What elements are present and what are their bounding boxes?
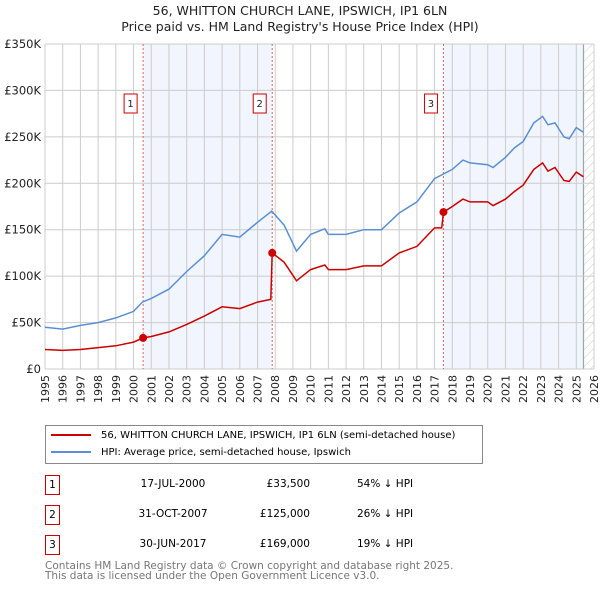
property-price-line <box>44 161 584 352</box>
y-tick-label: £350K <box>4 37 41 51</box>
ownership-shading <box>143 44 273 369</box>
y-tick-label: £50K <box>12 316 42 330</box>
x-tick-label: 2019 <box>464 375 477 403</box>
x-tick-label: 2010 <box>305 375 318 403</box>
y-tick-label: £150K <box>4 223 41 237</box>
transaction-date: 30-JUN-2017 <box>139 538 207 550</box>
x-tick-label: 2013 <box>358 375 371 403</box>
legend-property-line <box>51 434 91 436</box>
x-tick-label: 2004 <box>198 375 211 403</box>
x-tick-label: 2014 <box>375 375 388 403</box>
transaction-price: £169,000 <box>259 538 310 550</box>
sale-label: 2 <box>257 99 263 110</box>
sale-label-box <box>423 93 438 114</box>
transaction-price: £125,000 <box>259 508 310 520</box>
x-tick-label: 2016 <box>411 375 424 403</box>
footer: Contains HM Land Registry data © Crown c… <box>45 560 454 582</box>
y-tick-label: £200K <box>4 176 41 190</box>
x-tick-label: 2017 <box>429 375 442 403</box>
x-tick-label: 2008 <box>269 375 282 403</box>
footer-copyright: Contains HM Land Registry data © Crown c… <box>45 560 454 572</box>
y-tick-label: £100K <box>4 269 41 283</box>
future-hatch <box>583 44 594 369</box>
chart-subtitle: Price paid vs. HM Land Registry's House … <box>121 19 479 34</box>
x-tick-label: 2024 <box>553 375 566 403</box>
x-tick-label: 1997 <box>74 375 87 403</box>
ownership-shading <box>443 44 586 369</box>
transaction-hpi: 26% ↓ HPI <box>357 508 414 520</box>
sale-label: 3 <box>428 99 434 110</box>
y-tick-label: £250K <box>4 130 41 144</box>
transaction-hpi: 54% ↓ HPI <box>357 478 414 490</box>
sale-point <box>139 333 148 342</box>
x-tick-label: 2012 <box>340 375 353 403</box>
x-tick-label: 2005 <box>216 375 229 403</box>
transaction-date: 31-OCT-2007 <box>138 508 208 520</box>
hpi-line <box>44 115 584 330</box>
sale-point <box>439 208 448 217</box>
sale-label-box <box>252 93 267 114</box>
legend: 56, WHITTON CHURCH LANE, IPSWICH, IP1 6L… <box>45 425 483 464</box>
footer-licence: This data is licensed under the Open Gov… <box>45 570 380 582</box>
transaction-hpi: 19% ↓ HPI <box>357 538 414 550</box>
x-tick-label: 1996 <box>57 375 70 403</box>
transaction-marker: 1 <box>45 475 60 495</box>
x-tick-label: 1999 <box>110 375 123 403</box>
transaction-marker: 3 <box>45 535 60 555</box>
transaction-marker: 2 <box>45 505 60 525</box>
x-tick-label: 2020 <box>482 375 495 403</box>
x-tick-label: 2015 <box>393 375 406 403</box>
x-tick-label: 2022 <box>517 375 530 403</box>
legend-hpi-label: HPI: Average price, semi-detached house,… <box>101 446 351 458</box>
legend-property-label: 56, WHITTON CHURCH LANE, IPSWICH, IP1 6L… <box>101 429 456 441</box>
chart-title: 56, WHITTON CHURCH LANE, IPSWICH, IP1 6L… <box>152 3 448 18</box>
sale-label: 1 <box>127 99 133 110</box>
x-tick-label: 2011 <box>322 375 335 403</box>
transaction-date: 17-JUL-2000 <box>140 478 206 490</box>
x-tick-label: 2006 <box>234 375 247 403</box>
x-tick-label: 1998 <box>92 375 105 403</box>
price-chart: 1995 1996 1997 1998 1999 2000 2001 2002 2003 2004… <box>4 37 600 403</box>
legend-hpi-line <box>51 451 91 453</box>
x-tick-label: 2023 <box>535 375 548 403</box>
y-tick-label: £0 <box>26 362 41 376</box>
x-tick-label: 1995 <box>39 375 52 403</box>
x-tick-label: 2002 <box>163 375 176 403</box>
x-tick-label: 2025 <box>570 375 583 403</box>
x-tick-label: 2003 <box>181 375 194 403</box>
x-tick-label: 2000 <box>128 375 141 403</box>
x-tick-label: 2001 <box>145 375 158 403</box>
sale-label-box <box>123 93 138 114</box>
y-tick-label: £300K <box>4 83 41 97</box>
x-tick-label: 2018 <box>446 375 459 403</box>
sale-point <box>268 248 277 257</box>
x-tick-label: 2021 <box>499 375 512 403</box>
x-tick-label: 2009 <box>287 375 300 403</box>
x-tick-label: 2026 <box>588 375 600 403</box>
x-tick-label: 2007 <box>252 375 265 403</box>
transaction-price: £33,500 <box>266 478 310 490</box>
